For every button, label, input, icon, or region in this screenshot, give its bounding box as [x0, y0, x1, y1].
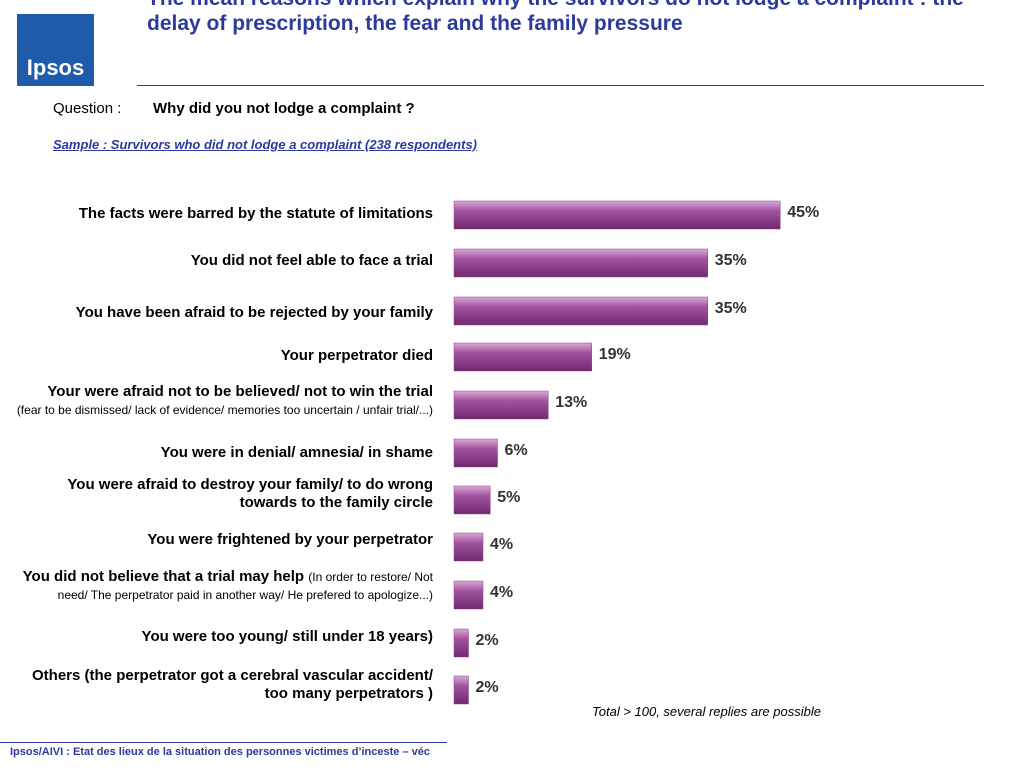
value-label: 4%: [490, 536, 513, 553]
value-label: 13%: [555, 394, 587, 411]
category-label: You were in denial/ amnesia/ in shame: [13, 444, 433, 462]
value-label: 35%: [715, 300, 747, 317]
value-label: 45%: [787, 204, 819, 221]
bar: [453, 438, 498, 468]
category-text: You did not feel able to face a trial: [190, 252, 433, 269]
header-rule: [137, 85, 984, 86]
category-label: You have been afraid to be rejected by y…: [13, 304, 433, 322]
category-label: You did not feel able to face a trial: [13, 252, 433, 270]
value-label: 6%: [505, 442, 528, 459]
category-text: You were frightened by your perpetrator: [147, 531, 433, 548]
footer: Ipsos/AIVI : Etat des lieux de la situat…: [10, 746, 430, 758]
category-label: You were frightened by your perpetrator: [13, 531, 433, 549]
bar: [453, 248, 708, 278]
category-text: You were afraid to destroy your family/ …: [67, 476, 433, 511]
note: Total > 100, several replies are possibl…: [592, 704, 821, 719]
value-label: 4%: [490, 584, 513, 601]
logo: Ipsos: [17, 14, 94, 86]
category-label: Your were afraid not to be believed/ not…: [13, 383, 433, 419]
category-label: You did not believe that a trial may hel…: [13, 568, 433, 604]
slide-title: The mean reasons which explain why the s…: [147, 0, 964, 35]
category-text: Others (the perpetrator got a cerebral v…: [32, 667, 433, 702]
category-label: Others (the perpetrator got a cerebral v…: [13, 667, 433, 703]
bar: [453, 342, 592, 372]
category-label: You were too young/ still under 18 years…: [13, 628, 433, 646]
bar: [453, 200, 781, 230]
category-text: You were in denial/ amnesia/ in shame: [160, 444, 433, 461]
question-text: Why did you not lodge a complaint ?: [153, 100, 415, 117]
question-label: Question :: [53, 100, 122, 117]
category-label: The facts were barred by the statute of …: [13, 205, 433, 223]
value-label: 19%: [599, 346, 631, 363]
value-label: 35%: [715, 252, 747, 269]
category-text: Your perpetrator died: [280, 347, 433, 364]
value-label: 5%: [497, 489, 520, 506]
footer-rule: [0, 742, 447, 743]
value-label: 2%: [476, 679, 499, 696]
category-note: (fear to be dismissed/ lack of evidence/…: [16, 403, 433, 417]
category-text: Your were afraid not to be believed/ not…: [47, 383, 433, 400]
category-text: You did not believe that a trial may hel…: [22, 568, 305, 585]
category-label: Your perpetrator died: [13, 347, 433, 365]
bar: [453, 628, 469, 658]
category-note: (In order to restore/ Not need/ The perp…: [57, 570, 433, 602]
value-label: 2%: [476, 632, 499, 649]
category-label: You were afraid to destroy your family/ …: [13, 476, 433, 512]
category-text: The facts were barred by the statute of …: [78, 205, 433, 222]
bar: [453, 390, 549, 420]
category-text: You were too young/ still under 18 years…: [141, 628, 433, 645]
category-text: You have been afraid to be rejected by y…: [75, 304, 433, 321]
bar: [453, 580, 484, 610]
sample: Sample : Survivors who did not lodge a c…: [53, 137, 478, 152]
bar: [453, 532, 484, 562]
bar: [453, 296, 708, 326]
bar: [453, 485, 491, 515]
bar: [453, 675, 469, 705]
